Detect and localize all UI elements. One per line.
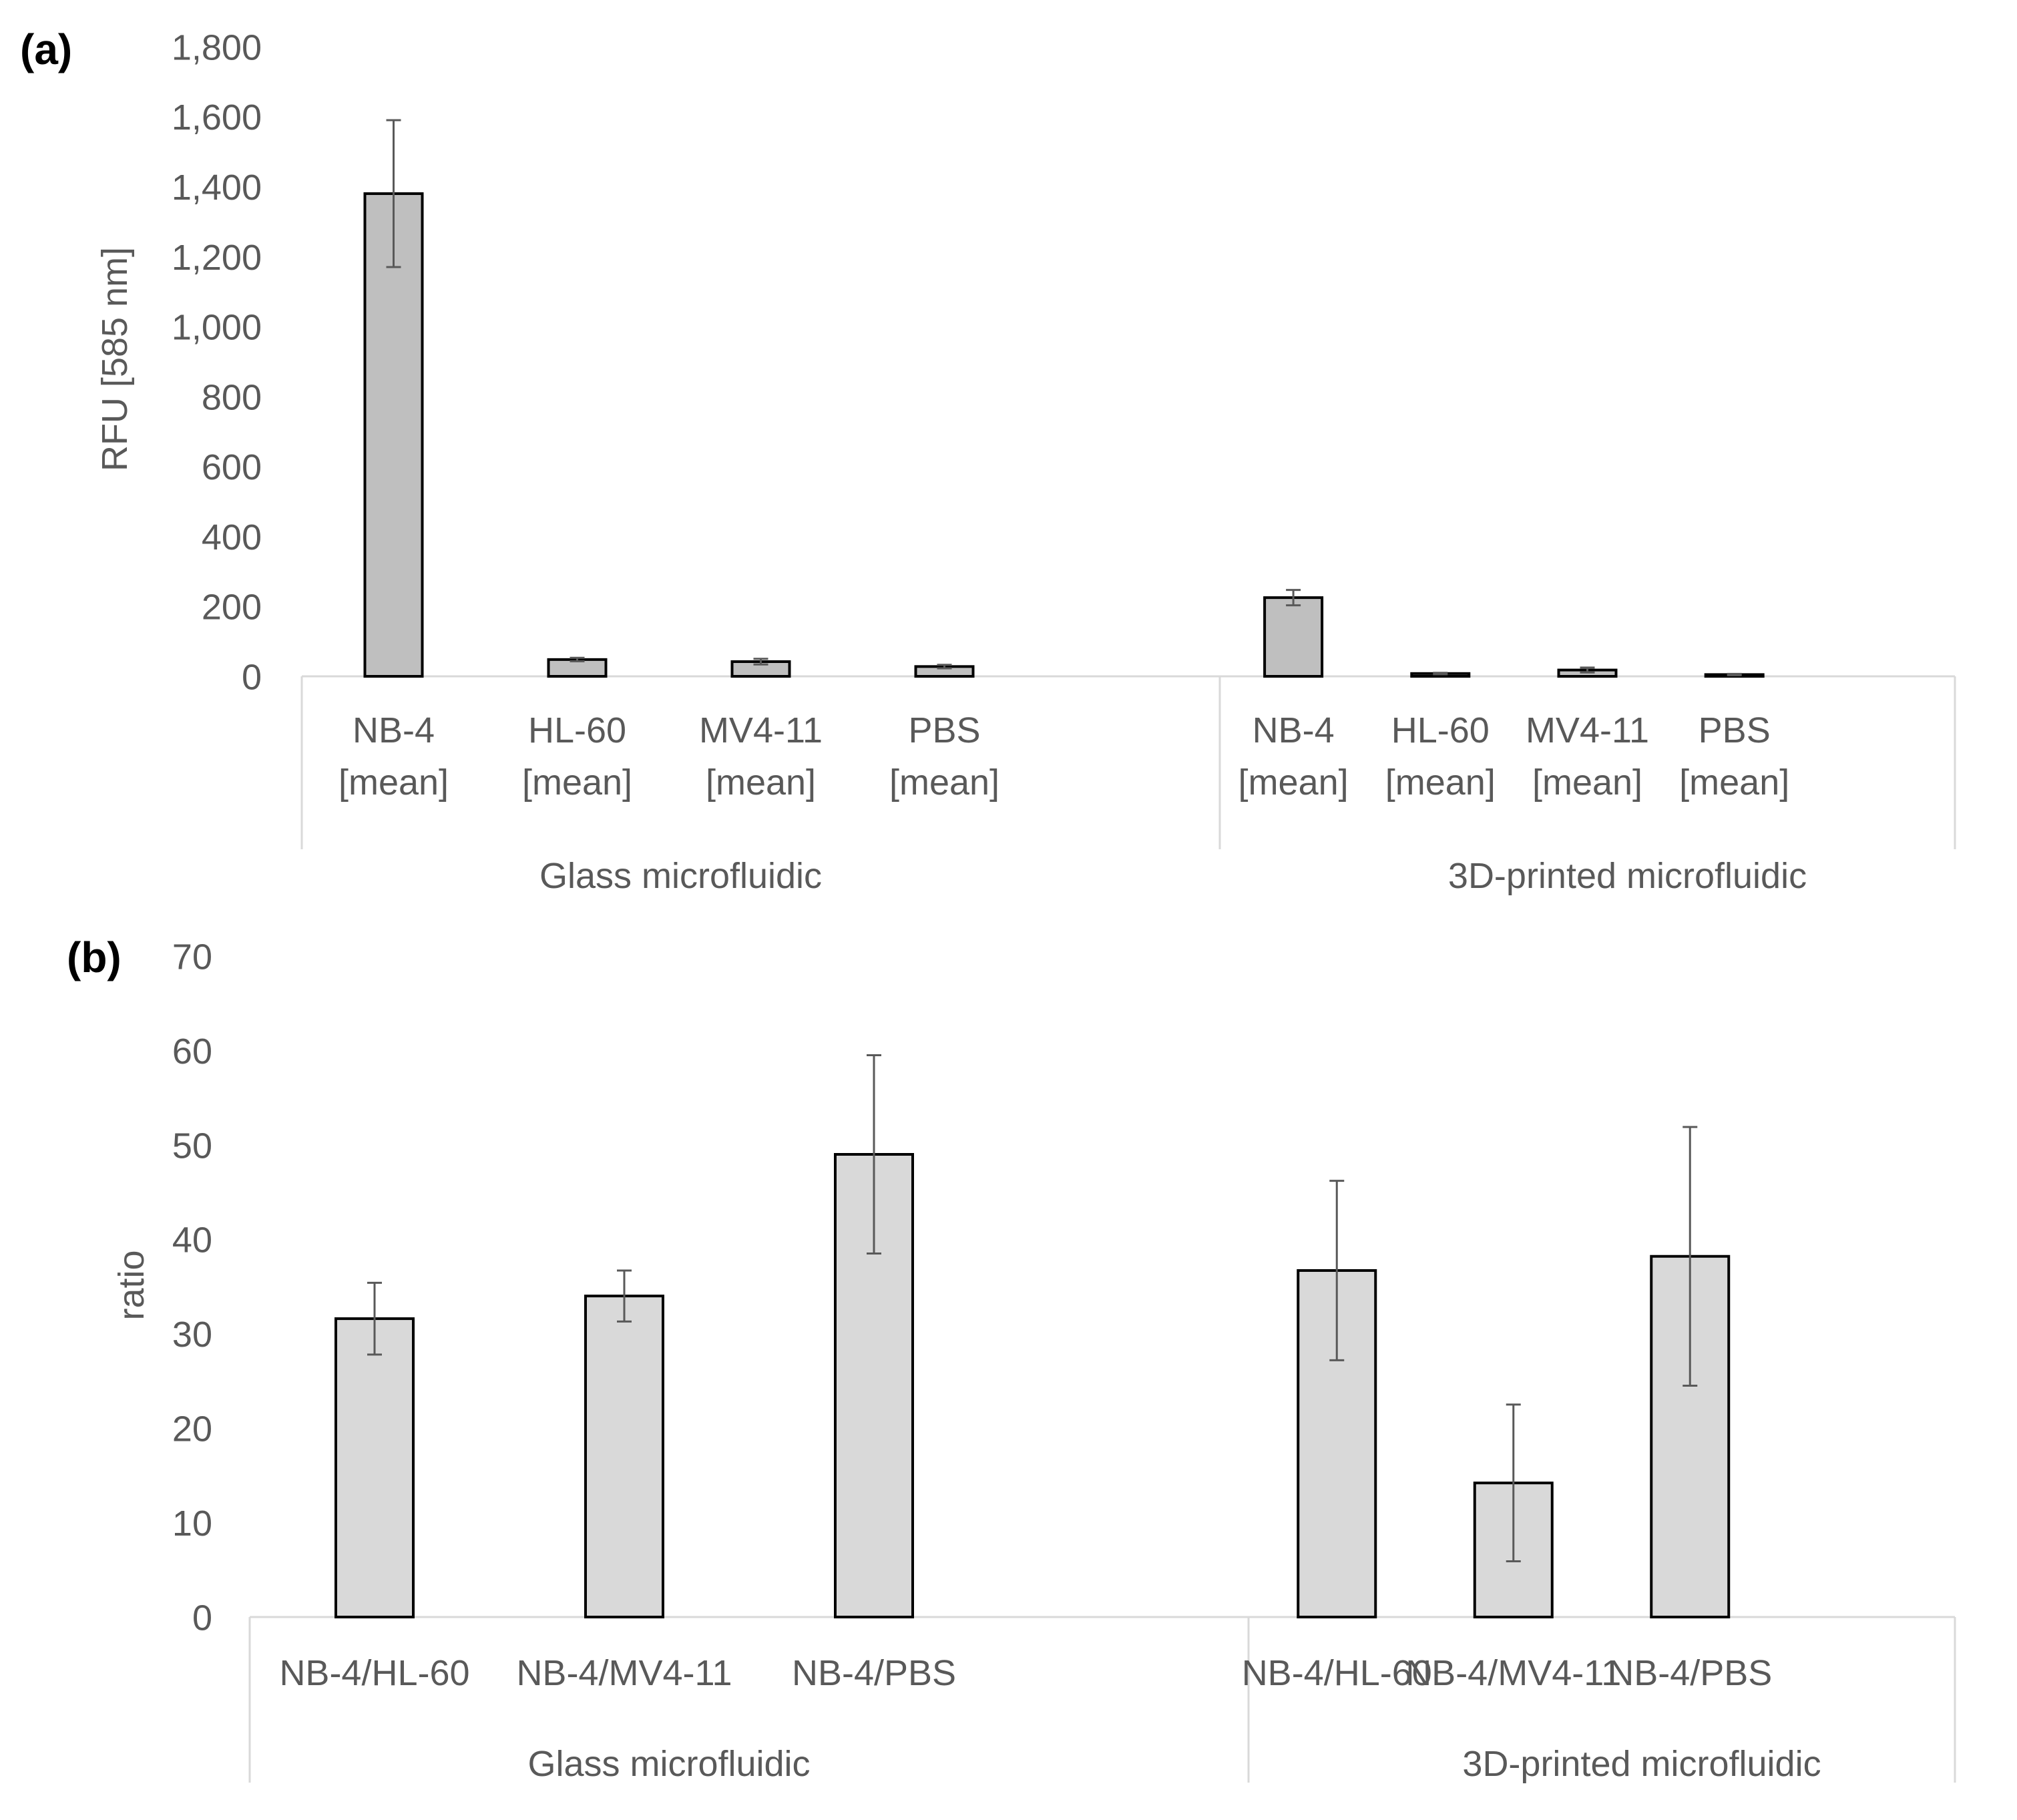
- panel-a-category-label: [mean]: [1385, 762, 1496, 803]
- panel-a-bar: [1263, 596, 1324, 678]
- panel-a-y-tick-label: 1,800: [172, 27, 262, 67]
- panel-b-y-tick-label: 10: [172, 1504, 212, 1544]
- panel-a-y-tick-label: 800: [202, 377, 262, 417]
- panel-a-bar: [547, 658, 608, 678]
- panel-a-category-label: HL-60: [528, 710, 626, 750]
- panel-b-category-label: NB-4/HL-60: [1242, 1653, 1432, 1693]
- panel-a-y-axis-label: RFU [585 nm]: [95, 247, 135, 471]
- panel-a-bar: [363, 192, 424, 678]
- panel-b-category-label: NB-4/MV4-11: [516, 1653, 732, 1693]
- panel-a-category-label: [mean]: [889, 762, 999, 803]
- panel-b-y-tick-label: 70: [172, 937, 212, 977]
- panel-a-plot-area: 0 200 400 600 800 1,000 1,200 1,400 1,600 1,800 NB…: [172, 27, 1956, 896]
- panel-b-label: (b): [67, 933, 122, 981]
- panel-b-category-label: NB-4/PBS: [792, 1653, 956, 1693]
- panel-a-group-label: 3D-printed microfluidic: [1448, 856, 1807, 896]
- panel-a-y-tick-label: 0: [242, 657, 262, 697]
- panel-a-y-tick-label: 400: [202, 517, 262, 557]
- panel-a-y-tick-label: 1,000: [172, 308, 262, 348]
- panel-b-category-label: NB-4/MV4-11: [1405, 1653, 1621, 1693]
- panel-b-y-tick-label: 40: [172, 1220, 212, 1261]
- panel-a-category-label: NB-4: [353, 710, 435, 750]
- panel-a-category-label: PBS: [908, 710, 980, 750]
- panel-b-y-tick-label: 30: [172, 1315, 212, 1355]
- panel-a-y-tick-label: 1,400: [172, 168, 262, 208]
- panel-a-category-label: [mean]: [522, 762, 632, 803]
- panel-b-group-label: Glass microfluidic: [527, 1744, 810, 1784]
- panel-a-category-label: NB-4: [1253, 710, 1335, 750]
- panel-a-y-tick-label: 1,600: [172, 97, 262, 138]
- panel-a-category-label: [mean]: [706, 762, 816, 803]
- panel-a-group-label: Glass microfluidic: [539, 856, 822, 896]
- panel-b-y-tick-label: 60: [172, 1032, 212, 1072]
- panel-a-category-label: MV4-11: [1526, 710, 1649, 750]
- panel-a-category-label: [mean]: [1532, 762, 1642, 803]
- panel-b-bar: [334, 1317, 415, 1618]
- panel-a-y-tick-label: 1,200: [172, 238, 262, 278]
- panel-a-category-label: [mean]: [1239, 762, 1349, 803]
- panel-a-category-label: MV4-11: [699, 710, 823, 750]
- panel-b-group-label: 3D-printed microfluidic: [1462, 1744, 1821, 1784]
- panel-b-y-axis-label: ratio: [111, 1250, 152, 1320]
- panel-b-y-tick-label: 50: [172, 1126, 212, 1166]
- panel-b-y-tick-label: 0: [192, 1598, 212, 1638]
- panel-a-category-label: [mean]: [339, 762, 449, 803]
- panel-b-bar: [584, 1295, 664, 1618]
- panel-a-label: (a): [20, 25, 72, 73]
- panel-a: (a) RFU [585 nm] 0 200 400 600 800 1,000 1,200…: [20, 25, 1956, 896]
- panel-a-y-tick-label: 600: [202, 447, 262, 487]
- panel-a-category-label: HL-60: [1391, 710, 1490, 750]
- panel-a-y-tick-label: 200: [202, 588, 262, 628]
- panel-b-category-label: NB-4/PBS: [1608, 1653, 1772, 1693]
- panel-a-category-label: PBS: [1699, 710, 1771, 750]
- panel-b-y-tick-label: 20: [172, 1409, 212, 1449]
- panel-a-category-label: [mean]: [1679, 762, 1789, 803]
- panel-b-category-label: NB-4/HL-60: [279, 1653, 469, 1693]
